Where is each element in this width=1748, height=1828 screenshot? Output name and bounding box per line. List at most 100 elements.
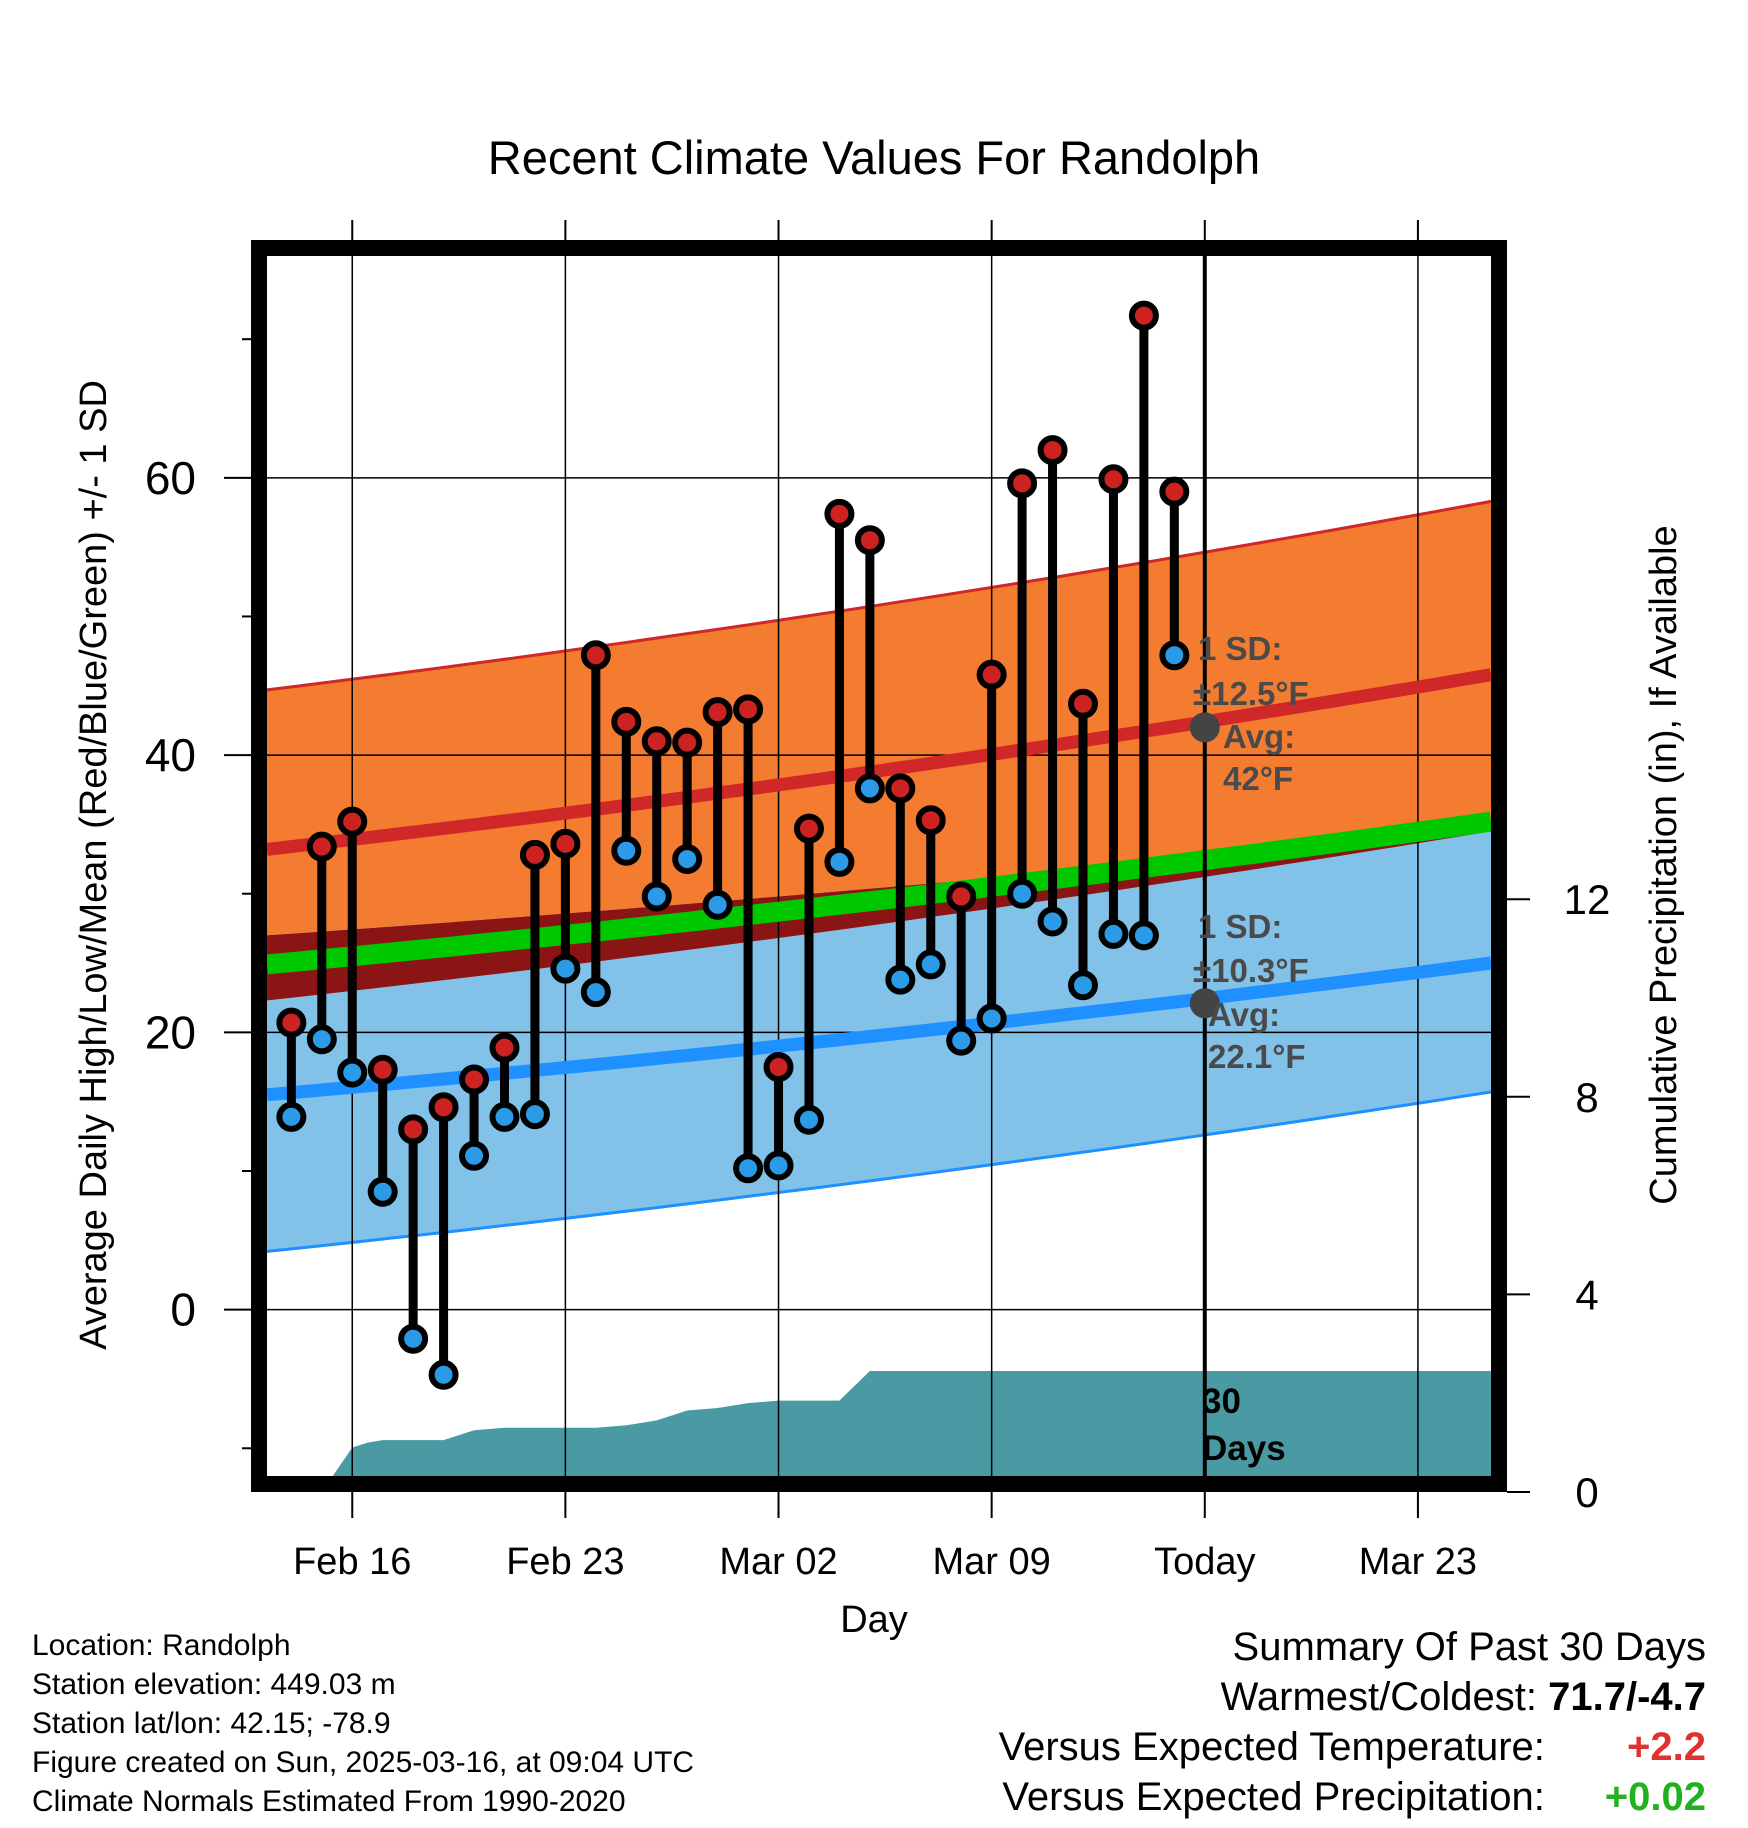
- low-point: [885, 964, 916, 995]
- low-avg-label: Avg:: [1208, 996, 1280, 1033]
- high-sd-upper-line: [266, 499, 1492, 692]
- low-point: [854, 773, 885, 804]
- x-tick-label: Today: [1154, 1541, 1255, 1583]
- summary-title: Summary Of Past 30 Days: [1232, 1625, 1706, 1669]
- y-tick-label: 20: [145, 1006, 196, 1058]
- y-tick-label: 60: [145, 452, 196, 504]
- high-point: [367, 1054, 398, 1085]
- low-point: [946, 1025, 977, 1056]
- low-point: [276, 1101, 307, 1132]
- high-point: [641, 726, 672, 757]
- high-point: [1007, 468, 1038, 499]
- low-point: [1037, 906, 1068, 937]
- x-tick-label: Mar 02: [719, 1541, 837, 1583]
- low-point: [1098, 918, 1129, 949]
- high-point: [1068, 688, 1098, 719]
- today-annotations: 1 SD: ±12.5°F Avg: 42°F 1 SD: ±10.3°F Avg: 22.1…: [1189, 630, 1309, 1468]
- low-point: [641, 881, 672, 912]
- high-point: [337, 806, 368, 837]
- x-tick-label: Mar 23: [1359, 1541, 1477, 1583]
- low-point: [1128, 920, 1159, 951]
- today-days-number: 30: [1202, 1382, 1241, 1421]
- x-axis-label: Day: [840, 1599, 908, 1641]
- y2-axis-label: Cumulative Precipitation (in), If Availa…: [1643, 525, 1685, 1204]
- low-point: [459, 1140, 490, 1171]
- precip-area: [291, 1371, 1491, 1492]
- low-sd-label: 1 SD:: [1198, 908, 1282, 945]
- low-point: [1007, 878, 1038, 909]
- daily-range-bars: [276, 300, 1190, 1390]
- high-point: [793, 813, 824, 844]
- axes: Feb 16 Feb 23 Mar 02 Mar 09 Today Mar 2302040…: [145, 220, 1611, 1583]
- y2-tick-label: 4: [1575, 1271, 1598, 1318]
- mean-line: [266, 811, 1493, 975]
- low-point: [580, 977, 611, 1008]
- today-high-avg-dot: [1189, 712, 1220, 743]
- summary-warmest-row: Warmest/Coldest: 71.7/-4.7: [999, 1672, 1706, 1722]
- low-point: [611, 835, 642, 866]
- low-point: [428, 1359, 459, 1390]
- low-avg-value: 22.1°F: [1208, 1038, 1306, 1075]
- low-point: [702, 889, 733, 920]
- low-point: [1159, 640, 1190, 671]
- temp-label: Versus Expected Temperature:: [998, 1725, 1545, 1769]
- low-point: [367, 1176, 398, 1207]
- high-point: [672, 727, 703, 758]
- low-point: [550, 953, 581, 984]
- low-point: [733, 1153, 764, 1184]
- high-avg-value: 42°F: [1223, 760, 1293, 797]
- prcp-value: +0.02: [1604, 1775, 1706, 1819]
- elevation-text: Station elevation: 449.03 m: [32, 1668, 396, 1701]
- high-point: [854, 525, 885, 556]
- warmest-label: Warmest/Coldest:: [1220, 1675, 1537, 1719]
- low-point: [793, 1104, 824, 1135]
- summary-panel: Summary Of Past 30 Days Warmest/Coldest:…: [999, 1622, 1706, 1822]
- y-axis-label: Average Daily High/Low/Mean (Red/Blue/Gr…: [73, 380, 115, 1350]
- normals-text: Climate Normals Estimated From 1990-2020: [32, 1785, 626, 1818]
- low-point: [672, 844, 703, 875]
- low-point: [519, 1099, 550, 1130]
- high-point: [946, 881, 977, 912]
- high-point: [824, 498, 855, 529]
- y-tick-label: 0: [170, 1284, 196, 1336]
- normals-bands: [266, 499, 1492, 1253]
- high-point: [885, 773, 916, 804]
- high-point: [976, 659, 1007, 690]
- low-point: [915, 949, 946, 980]
- high-point: [1098, 464, 1129, 495]
- low-point: [976, 1003, 1007, 1034]
- chart-title: Recent Climate Values For Randolph: [488, 131, 1260, 184]
- low-point: [1068, 970, 1098, 1001]
- low-sd-lower-line: [266, 1090, 1492, 1253]
- location-text: Location: Randolph: [32, 1629, 291, 1662]
- high-point: [1128, 300, 1159, 331]
- today-days-label: Days: [1202, 1429, 1286, 1468]
- y2-tick-label: 0: [1575, 1469, 1598, 1516]
- low-point: [824, 846, 855, 877]
- high-point: [398, 1114, 429, 1145]
- summary-temp-row: Versus Expected Temperature: +2.2: [999, 1722, 1706, 1772]
- high-point: [580, 640, 611, 671]
- high-point: [428, 1092, 459, 1123]
- x-tick-label: Feb 23: [506, 1541, 624, 1583]
- precipitation-area: [291, 1371, 1491, 1492]
- created-text: Figure created on Sun, 2025-03-16, at 09…: [32, 1746, 695, 1779]
- high-avg-label: Avg:: [1223, 718, 1295, 755]
- low-point: [489, 1101, 520, 1132]
- high-mean-line: [266, 668, 1493, 856]
- high-point: [519, 839, 550, 870]
- y2-tick-label: 12: [1564, 876, 1611, 923]
- high-point: [733, 694, 764, 725]
- high-point: [1159, 476, 1190, 507]
- high-point: [306, 831, 337, 862]
- y2-tick-label: 8: [1575, 1074, 1598, 1121]
- high-sd-band: [267, 501, 1491, 936]
- station-info: Location: Randolph Station elevation: 44…: [32, 1626, 694, 1821]
- prcp-label: Versus Expected Precipitation:: [1002, 1775, 1545, 1819]
- high-point: [763, 1052, 794, 1083]
- low-point: [398, 1323, 429, 1354]
- high-sd-label: 1 SD:: [1198, 630, 1282, 667]
- temp-value: +2.2: [1627, 1725, 1706, 1769]
- high-point: [1037, 435, 1068, 466]
